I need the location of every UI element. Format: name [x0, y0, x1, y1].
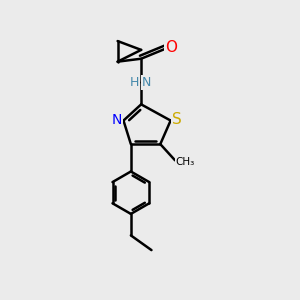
Text: O: O: [166, 40, 178, 55]
Text: S: S: [172, 112, 182, 128]
Text: H: H: [130, 76, 140, 89]
Text: N: N: [112, 113, 122, 127]
Text: CH₃: CH₃: [176, 157, 195, 167]
Text: N: N: [142, 76, 151, 89]
